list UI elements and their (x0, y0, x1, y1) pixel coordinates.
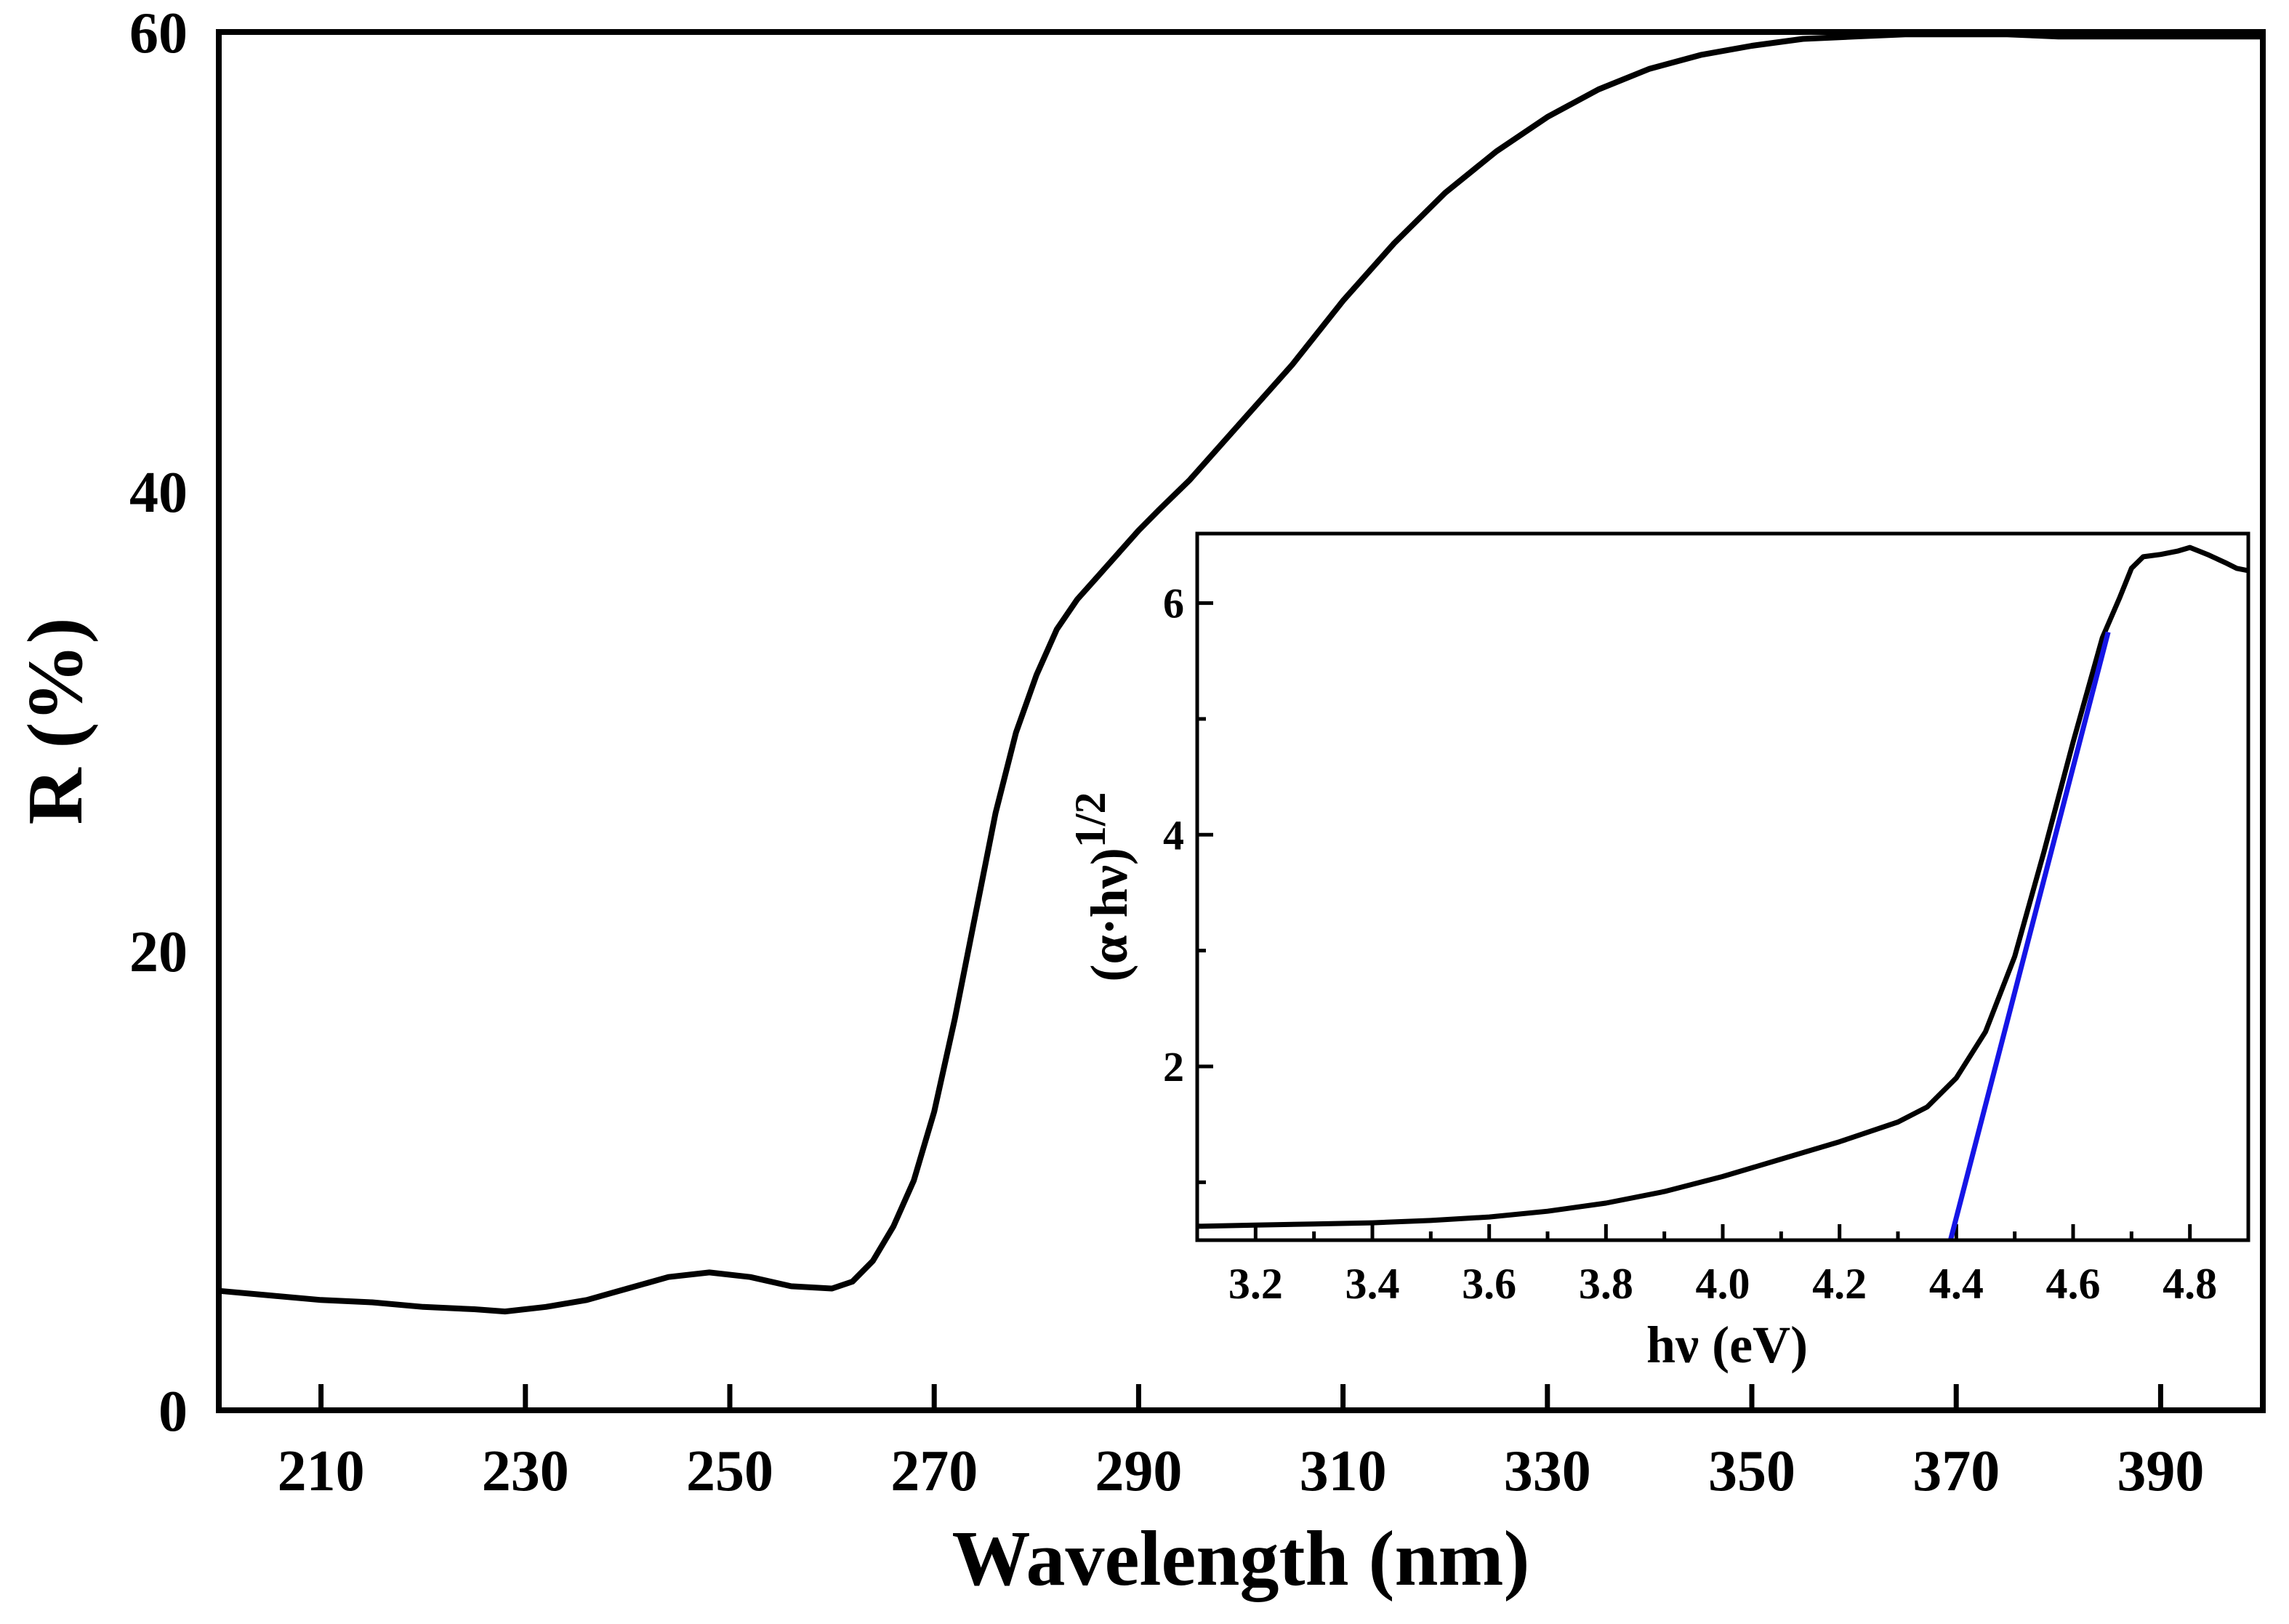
inset-background (1197, 534, 2248, 1240)
inset-x-tick-label: 3.4 (1345, 1260, 1400, 1308)
reflectance-line (218, 31, 2263, 1315)
inset-x-tick-label: 4.0 (1696, 1260, 1750, 1308)
inset-x-tick-label: 4.4 (1929, 1260, 1984, 1308)
x-tick-label: 310 (1300, 1439, 1387, 1503)
y-axis-title: R (%) (12, 618, 99, 825)
inset-tick-labels: 3.2 3.4 3.6 3.8 4.0 4.2 4.4 4.6 4.8 2 4 6 (1163, 580, 2217, 1308)
linear-fit-line (1947, 631, 2111, 1241)
inset-x-tick-label: 4.6 (2046, 1260, 2101, 1308)
y-tick-label: 60 (129, 1, 188, 65)
y-tick-label: 40 (129, 461, 188, 525)
x-tick-label: 370 (1912, 1439, 2000, 1503)
x-axis-title: Wavelength (nm) (952, 1516, 1530, 1602)
x-tick-label: 390 (2117, 1439, 2204, 1503)
main-ticks (318, 1384, 2163, 1410)
inset-y-axis-title: (α·hν) (1080, 848, 1138, 981)
inset-y-axis-title-superscript: 1/2 (1066, 792, 1114, 848)
inset-x-tick-label: 3.2 (1228, 1260, 1283, 1308)
inset-x-axis-title: hν (eV) (1646, 1316, 1808, 1374)
x-tick-label: 290 (1095, 1439, 1182, 1503)
tauc-line (1196, 544, 2249, 1229)
x-tick-label: 330 (1504, 1439, 1591, 1503)
inset-x-tick-label: 3.8 (1579, 1260, 1633, 1308)
inset-y-axis-title-group: (α·hν)1/2 (1066, 792, 1138, 981)
inset-x-tick-label: 4.8 (2163, 1260, 2217, 1308)
y-tick-label: 0 (158, 1380, 188, 1444)
y-tick-label: 20 (129, 920, 188, 984)
inset-x-tick-label: 4.2 (1812, 1260, 1867, 1308)
inset-x-tick-label: 3.6 (1462, 1260, 1516, 1308)
x-tick-label: 230 (482, 1439, 569, 1503)
x-tick-label: 270 (890, 1439, 978, 1503)
svg-text:(α·hν)1/2: (α·hν)1/2 (1066, 792, 1138, 981)
inset-y-tick-label: 2 (1163, 1043, 1184, 1090)
inset-plot-frame (1195, 531, 2250, 1242)
main-tick-labels: 210 230 250 270 290 310 330 350 370 390 0 20 40 60 (129, 1, 2204, 1503)
x-tick-label: 250 (686, 1439, 773, 1503)
inset-y-tick-label: 4 (1163, 811, 1184, 859)
inset-y-tick-label: 6 (1163, 580, 1184, 627)
main-plot-frame (216, 29, 2266, 1413)
x-tick-label: 210 (278, 1439, 365, 1503)
x-tick-label: 350 (1708, 1439, 1795, 1503)
